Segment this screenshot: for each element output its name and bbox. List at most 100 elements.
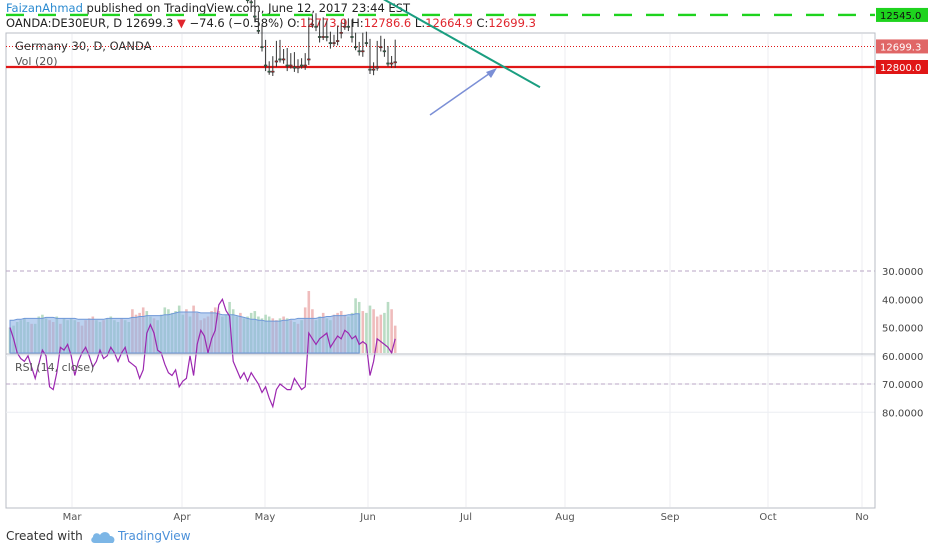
symbol-label: OANDA:DE30EUR, D [6,16,123,30]
candle-body [245,0,250,2]
tradingview-brand-link[interactable]: TradingView [118,529,191,543]
rsi-tick-label: 30.0000 [882,267,923,278]
chart-canvas[interactable]: Mar Apr May Jun Jul Aug Sep Oct No 12800.0 30.0000… [0,0,932,522]
candle-body [346,25,351,28]
ohlc-line: OANDA:DE30EUR, D 12699.3 ▼ −74.6 (−0.58%… [6,16,536,30]
candle-body [361,50,365,53]
x-tick-label: Aug [555,512,575,522]
candle-body [317,36,322,38]
low-label: L: [414,16,426,30]
last-price-label-bg [876,39,928,54]
level-price-label: 12800.0 [880,63,921,74]
candle-body [278,58,282,61]
volume-bar [383,312,386,353]
chart-title: Germany 30, D, OANDA [15,39,152,53]
chart-header: FaizanAhmad published on TradingView.com… [0,0,932,30]
x-tick-label: No [855,512,869,522]
down-triangle-icon: ▼ [176,16,186,30]
x-tick-label: Sep [661,512,680,522]
projection-arrow [429,70,494,116]
rsi-line [9,297,396,409]
volume-bars [8,291,397,354]
volume-ma-area [9,311,360,354]
candle-body [339,32,343,34]
rsi-tick-label: 50.0000 [882,324,923,335]
candle-body [335,40,340,42]
candle-body [271,70,275,73]
volume-bar [379,314,383,353]
x-tick-label: Jul [459,512,472,522]
candle-body [393,61,397,64]
high-label: H: [351,16,364,30]
candle-body [292,66,297,69]
candle-body [328,42,333,44]
rsi-tick-label: 40.0000 [882,295,923,306]
tradingview-cloud-icon [91,532,115,543]
rsi-legend: RSI (14, close) [15,361,94,374]
candle-body [274,60,279,63]
open-value: 12773.9 [299,16,348,30]
candle-body [379,46,383,49]
trendline-group [382,0,541,116]
rsi-tick-label: 80.0000 [882,408,923,419]
volume-bar [390,309,393,353]
candle-body [263,64,268,67]
candle-body [310,23,315,26]
candle-body [343,25,347,28]
candle-body [253,15,257,18]
rsi-tick-label: 70.0000 [882,380,923,391]
x-tick-label: Jun [359,512,376,522]
last-price: 12699.3 [125,16,174,30]
candle-body [285,64,289,67]
rsi-band [6,270,875,385]
volume-legend: Vol (20) [15,55,58,68]
candle-body [249,1,253,4]
level-price-label-bg [876,7,928,22]
rsi-line-group [9,297,396,409]
volume-bar [386,301,390,353]
candle-body [368,68,372,71]
close-value: 12699.3 [488,16,536,30]
publish-line: FaizanAhmad published on TradingView.com… [6,1,410,15]
x-tick-label: May [255,512,276,522]
level-price-label-bg [876,60,928,74]
high-value: 12786.6 [363,16,412,30]
level-lines [6,13,875,69]
candle-body [289,64,293,67]
volume-bar [361,311,365,353]
candle-body [299,64,304,67]
candle-body [296,66,300,69]
trendline [382,0,541,89]
price-change: −74.6 (−0.58%) [189,16,284,30]
candle-body [353,46,358,49]
candle-body [386,62,390,65]
volume-bar [375,316,379,353]
volume-bar [372,309,375,353]
candle-body [357,50,361,53]
footer: Created with TradingView [0,522,932,550]
author-link[interactable]: FaizanAhmad [6,1,83,15]
rsi-tick-label: 60.0000 [882,352,923,363]
volume-bar [365,312,368,353]
candle-body [321,36,325,38]
created-with-text: Created with [6,529,83,543]
candle-body [314,25,318,28]
x-tick-label: Oct [759,512,776,522]
last-price-label: 12699.3 [880,42,921,53]
volume-bar [368,305,372,353]
candles [245,0,397,76]
low-value: 12664.9 [425,16,473,30]
level-price-label: 12545.0 [880,11,921,22]
candle-body [307,58,311,61]
candle-body [303,64,307,67]
candle-body [325,36,329,38]
close-label: C: [476,16,489,30]
candle-body [382,50,387,53]
candle-body [332,42,336,44]
projection-arrowhead [486,68,497,78]
candle-body [256,30,261,32]
candle-body [371,68,376,71]
candle-body [281,58,286,61]
x-tick-label: Apr [173,512,191,522]
